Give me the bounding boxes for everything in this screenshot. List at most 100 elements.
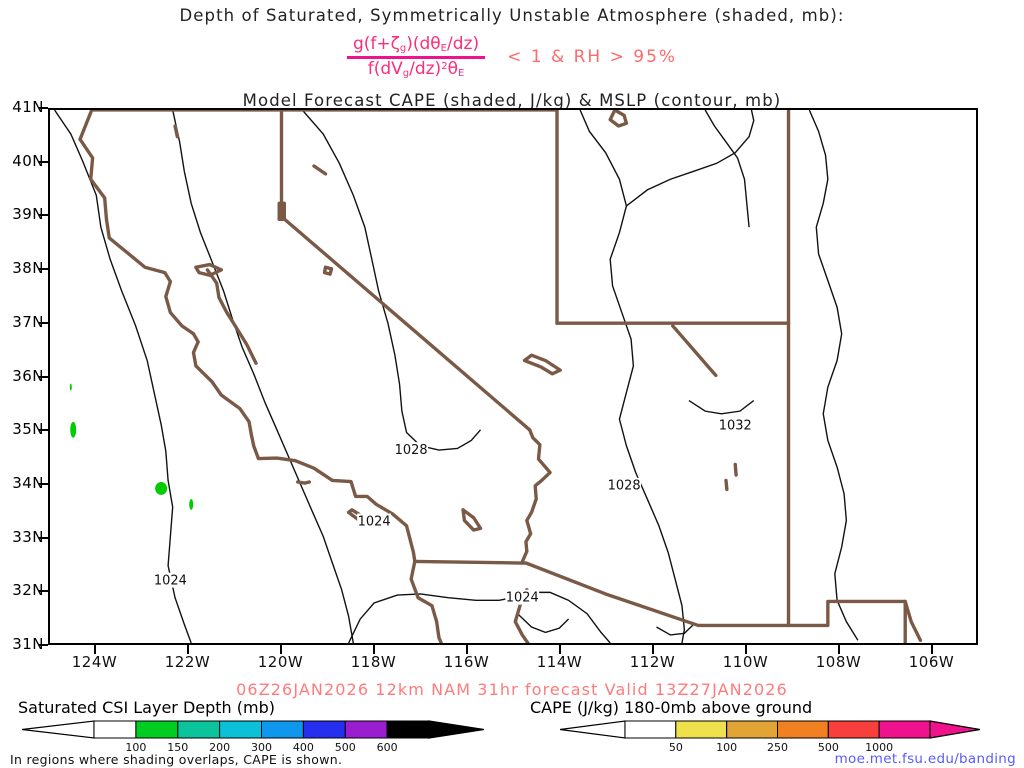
- contour-value-label: 1028: [608, 479, 641, 494]
- colorbar-segment[interactable]: [675, 720, 728, 739]
- colorbar-segment[interactable]: [135, 720, 179, 739]
- page-title: Depth of Saturated, Symmetrically Unstab…: [179, 6, 845, 25]
- colorbar-under-arrow: [22, 720, 95, 739]
- lon-tick-label: 120W: [257, 653, 304, 671]
- colorbar-segment[interactable]: [302, 720, 346, 739]
- mslp-contour-path: [54, 109, 192, 644]
- formula-condition: < 1 & RH > 95%: [507, 47, 678, 67]
- mslp-contour-path: [688, 399, 755, 415]
- lat-tick-label: 33N: [12, 527, 44, 546]
- formula-divider-bar: [346, 55, 486, 59]
- state-border-path: [903, 599, 923, 643]
- contour-label-halo: [394, 442, 429, 458]
- mslp-contour-path: [347, 591, 611, 644]
- colorbar-segment[interactable]: [261, 720, 304, 739]
- lat-tick-mark: [39, 590, 48, 593]
- colorbar-tick-label: 300: [251, 741, 272, 754]
- colorbar-tick-label: 1000: [865, 741, 894, 754]
- lat-tick-label: 37N: [12, 312, 44, 331]
- formula-numerator: g(f+ζg)(dθE/dz): [347, 33, 485, 56]
- colorbar-segment[interactable]: [624, 720, 677, 739]
- state-border-path: [461, 508, 483, 532]
- formula-v-sub: g: [402, 67, 410, 79]
- csi-shaded-patch: [155, 482, 168, 495]
- colorbar-tick-label: 200: [209, 741, 231, 754]
- map-canvas: 1028 1024 1024 1024 1028 1032: [54, 108, 923, 645]
- lon-tick-label: 110W: [722, 653, 769, 671]
- state-border-path: [409, 559, 443, 645]
- lon-tick-mark: [651, 645, 654, 654]
- formula-den-theta: θ: [447, 58, 458, 79]
- contour-value-label: 1024: [154, 574, 187, 589]
- csi-shaded-patch: [70, 421, 77, 438]
- colorbar-segment[interactable]: [878, 720, 931, 739]
- formula-exponent: 2: [441, 60, 448, 72]
- lat-tick-label: 38N: [12, 259, 44, 278]
- state-border-path: [608, 108, 629, 128]
- lon-tick-mark: [930, 645, 933, 654]
- formula-zeta: ζ: [390, 33, 400, 54]
- colorbar-segment[interactable]: [386, 720, 430, 739]
- colorbar-tick-label: 250: [767, 741, 788, 754]
- lon-tick-mark: [93, 645, 96, 654]
- csi-criterion-formula: g(f+ζg)(dθE/dz) f(dVg/dz)2θE < 1 & RH > …: [0, 28, 1024, 86]
- contour-value-label: 1024: [506, 591, 539, 606]
- state-border-path: [279, 214, 532, 432]
- state-border-path: [277, 201, 286, 221]
- colorbar-svg: [22, 720, 484, 739]
- mslp-contour-path: [171, 109, 354, 644]
- contour-value-label: 1028: [395, 443, 428, 458]
- colorbar-segment[interactable]: [726, 720, 778, 739]
- formula-num-c: /dz): [447, 33, 480, 54]
- lat-tick-mark: [39, 644, 48, 646]
- colorbar-tick-label: 500: [817, 741, 839, 754]
- colorbar-tick-label: 100: [125, 741, 147, 754]
- state-border-path: [733, 462, 738, 477]
- formula-theta-sub: E: [440, 42, 447, 54]
- formula-theta: θ: [430, 33, 441, 54]
- cape-colorbar-title: CAPE (J/kg) 180-0mb above ground: [530, 698, 813, 717]
- colorbar-tick-label: 400: [292, 741, 314, 754]
- colorbar-segment[interactable]: [177, 720, 221, 739]
- lat-tick-mark: [39, 321, 48, 324]
- state-border-path: [205, 268, 258, 365]
- lon-tick-label: 114W: [536, 653, 583, 671]
- mslp-contour-path: [656, 623, 695, 636]
- csi-colorbar-title: Saturated CSI Layer Depth (mb): [18, 698, 275, 717]
- csi-colorbar[interactable]: 100 150 200 300 400 500 600: [22, 720, 484, 754]
- contour-label-halo: [718, 417, 753, 433]
- lon-tick-label: 116W: [443, 653, 490, 671]
- contour-label-halo: [357, 513, 392, 529]
- map-plot-area[interactable]: 1028 1024 1024 1024 1028 1032: [48, 108, 978, 645]
- formula-denominator: f(dVg/dz)2θE: [362, 59, 471, 79]
- lon-tick-mark: [744, 645, 747, 654]
- lat-tick-label: 40N: [12, 151, 44, 170]
- lat-tick-label: 36N: [12, 366, 44, 385]
- colorbar-segment[interactable]: [219, 720, 263, 739]
- state-border-path: [520, 549, 791, 628]
- lat-tick-label: 35N: [12, 420, 44, 439]
- colorbar-tick-label: 600: [376, 741, 398, 754]
- state-border-path: [322, 265, 334, 276]
- cape-colorbar[interactable]: 50 100 250 500 1000: [560, 720, 980, 754]
- source-url-link[interactable]: moe.met.fsu.edu/banding: [834, 751, 1016, 767]
- contour-label-layer: 1028 1024 1024 1024 1028 1032: [153, 417, 753, 606]
- colorbar-segment[interactable]: [344, 720, 388, 739]
- state-border-path: [312, 164, 328, 176]
- lon-tick-mark: [372, 645, 375, 654]
- mslp-contour-layer: [54, 109, 859, 644]
- colorbar-segment[interactable]: [93, 720, 137, 739]
- state-border-path: [413, 559, 524, 565]
- contour-value-label: 1032: [719, 419, 752, 434]
- lat-tick-mark: [39, 429, 48, 432]
- lon-tick-mark: [186, 645, 189, 654]
- lat-tick-label: 34N: [12, 473, 44, 492]
- state-border-path: [78, 108, 94, 141]
- colorbar-segment[interactable]: [777, 720, 829, 739]
- lat-tick-label: 41N: [12, 98, 44, 116]
- lon-tick-label: 118W: [350, 653, 397, 671]
- colorbar-segment[interactable]: [827, 720, 880, 739]
- lon-tick-label: 106W: [908, 653, 955, 671]
- csi-shaded-patch: [69, 383, 72, 391]
- contour-label-halo: [505, 589, 540, 605]
